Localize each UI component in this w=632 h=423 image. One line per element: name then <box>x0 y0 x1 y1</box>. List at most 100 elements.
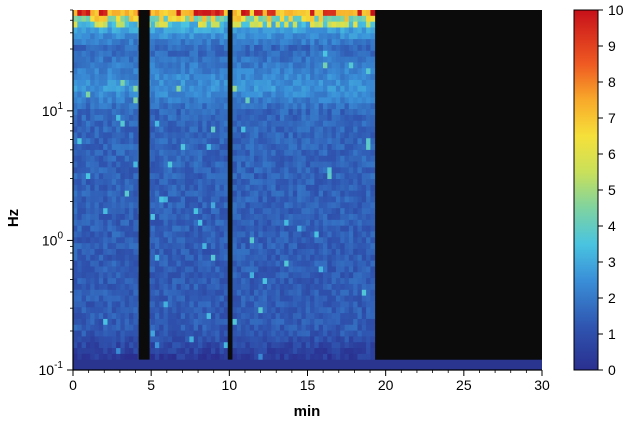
heatmap-cell <box>301 313 307 320</box>
heatmap-cell <box>236 278 242 285</box>
heatmap-cell <box>103 15 108 23</box>
heatmap-cell <box>206 283 212 291</box>
heatmap-cell <box>353 109 358 116</box>
heatmap-cell <box>215 248 220 256</box>
heatmap-cell <box>116 324 121 331</box>
heatmap-cell <box>279 85 285 93</box>
heatmap-cell <box>193 237 199 244</box>
heatmap-cell <box>254 97 259 104</box>
heatmap-cell <box>103 85 108 93</box>
heatmap-cell <box>297 161 302 168</box>
heatmap-cell <box>150 307 156 314</box>
heatmap-cell <box>129 313 134 320</box>
heatmap-cell <box>249 50 255 58</box>
heatmap-cell <box>120 44 126 52</box>
heatmap-cell <box>81 144 87 151</box>
heatmap-cell <box>236 330 242 337</box>
heatmap-cell <box>180 214 186 221</box>
heatmap-cell <box>85 74 91 81</box>
heatmap-cell <box>193 214 199 221</box>
heatmap-cell <box>116 155 121 162</box>
heatmap-cell <box>370 10 376 17</box>
heatmap-cell <box>133 85 139 93</box>
heatmap-cell <box>98 114 104 122</box>
heatmap-cell <box>284 295 289 302</box>
heatmap-cell <box>271 243 276 250</box>
heatmap-cell <box>344 196 350 203</box>
heatmap-cell <box>370 161 376 168</box>
heatmap-cell <box>305 10 311 17</box>
heatmap-cell <box>271 214 276 221</box>
heatmap-cell <box>150 190 156 197</box>
heatmap-cell <box>210 149 216 157</box>
heatmap-cell <box>124 79 130 87</box>
heatmap-cell <box>111 324 117 331</box>
heatmap-cell <box>340 260 345 267</box>
heatmap-cell <box>163 27 169 34</box>
heatmap-cell <box>133 97 139 104</box>
heatmap-cell <box>310 144 315 151</box>
heatmap-cell <box>249 126 255 133</box>
heatmap-cell <box>288 50 294 58</box>
heatmap-cell <box>81 15 87 23</box>
heatmap-cell <box>98 301 104 308</box>
heatmap-cell <box>335 330 341 337</box>
heatmap-cell <box>219 237 225 244</box>
heatmap-cell <box>254 313 259 320</box>
heatmap-cell <box>189 120 195 127</box>
heatmap-cell <box>172 74 177 81</box>
heatmap-cell <box>262 318 268 326</box>
heatmap-cell <box>154 91 160 98</box>
heatmap-cell <box>323 10 328 17</box>
heatmap-cell <box>284 184 289 192</box>
heatmap-cell <box>198 103 203 110</box>
heatmap-cell <box>116 85 121 93</box>
heatmap-cell <box>323 208 328 215</box>
heatmap-cell <box>111 126 117 133</box>
heatmap-cell <box>124 114 130 122</box>
heatmap-cell <box>210 91 216 98</box>
heatmap-cell <box>103 103 108 110</box>
heatmap-cell <box>159 50 164 58</box>
heatmap-cell <box>193 50 199 58</box>
heatmap-cell <box>344 184 350 192</box>
heatmap-cell <box>288 295 294 302</box>
heatmap-cell <box>98 353 104 361</box>
heatmap-cell <box>172 225 177 232</box>
heatmap-cell <box>111 289 117 297</box>
heatmap-cell <box>133 353 139 361</box>
heatmap-cell <box>98 219 104 227</box>
heatmap-cell <box>129 167 134 174</box>
heatmap-cell <box>241 21 246 28</box>
heatmap-cell <box>292 208 298 215</box>
heatmap-cell <box>81 336 87 343</box>
heatmap-cell <box>107 44 113 52</box>
heatmap-cell <box>292 260 298 267</box>
heatmap-cell <box>348 225 354 232</box>
heatmap-cell <box>77 44 83 52</box>
heatmap-cell <box>323 260 328 267</box>
heatmap-cell <box>323 184 328 192</box>
heatmap-cell <box>189 196 195 203</box>
heatmap-cell <box>124 243 130 250</box>
heatmap-cell <box>353 167 358 174</box>
heatmap-cell <box>124 272 130 279</box>
heatmap-cell <box>167 126 173 133</box>
heatmap-cell <box>279 109 285 116</box>
heatmap-cell <box>318 120 324 127</box>
heatmap-cell <box>271 91 276 98</box>
heatmap-cell <box>254 301 259 308</box>
heatmap-cell <box>198 342 203 349</box>
heatmap-cell <box>288 44 294 52</box>
heatmap-cell <box>236 126 242 133</box>
heatmap-cell <box>301 348 307 355</box>
heatmap-cell <box>232 254 238 262</box>
heatmap-cell <box>163 202 169 209</box>
heatmap-cell <box>180 248 186 256</box>
heatmap-cell <box>361 50 367 58</box>
heatmap-cell <box>180 79 186 87</box>
heatmap-cell <box>292 307 298 314</box>
heatmap-cell <box>185 97 190 104</box>
heatmap-cell <box>219 283 225 291</box>
heatmap-cell <box>215 114 220 122</box>
